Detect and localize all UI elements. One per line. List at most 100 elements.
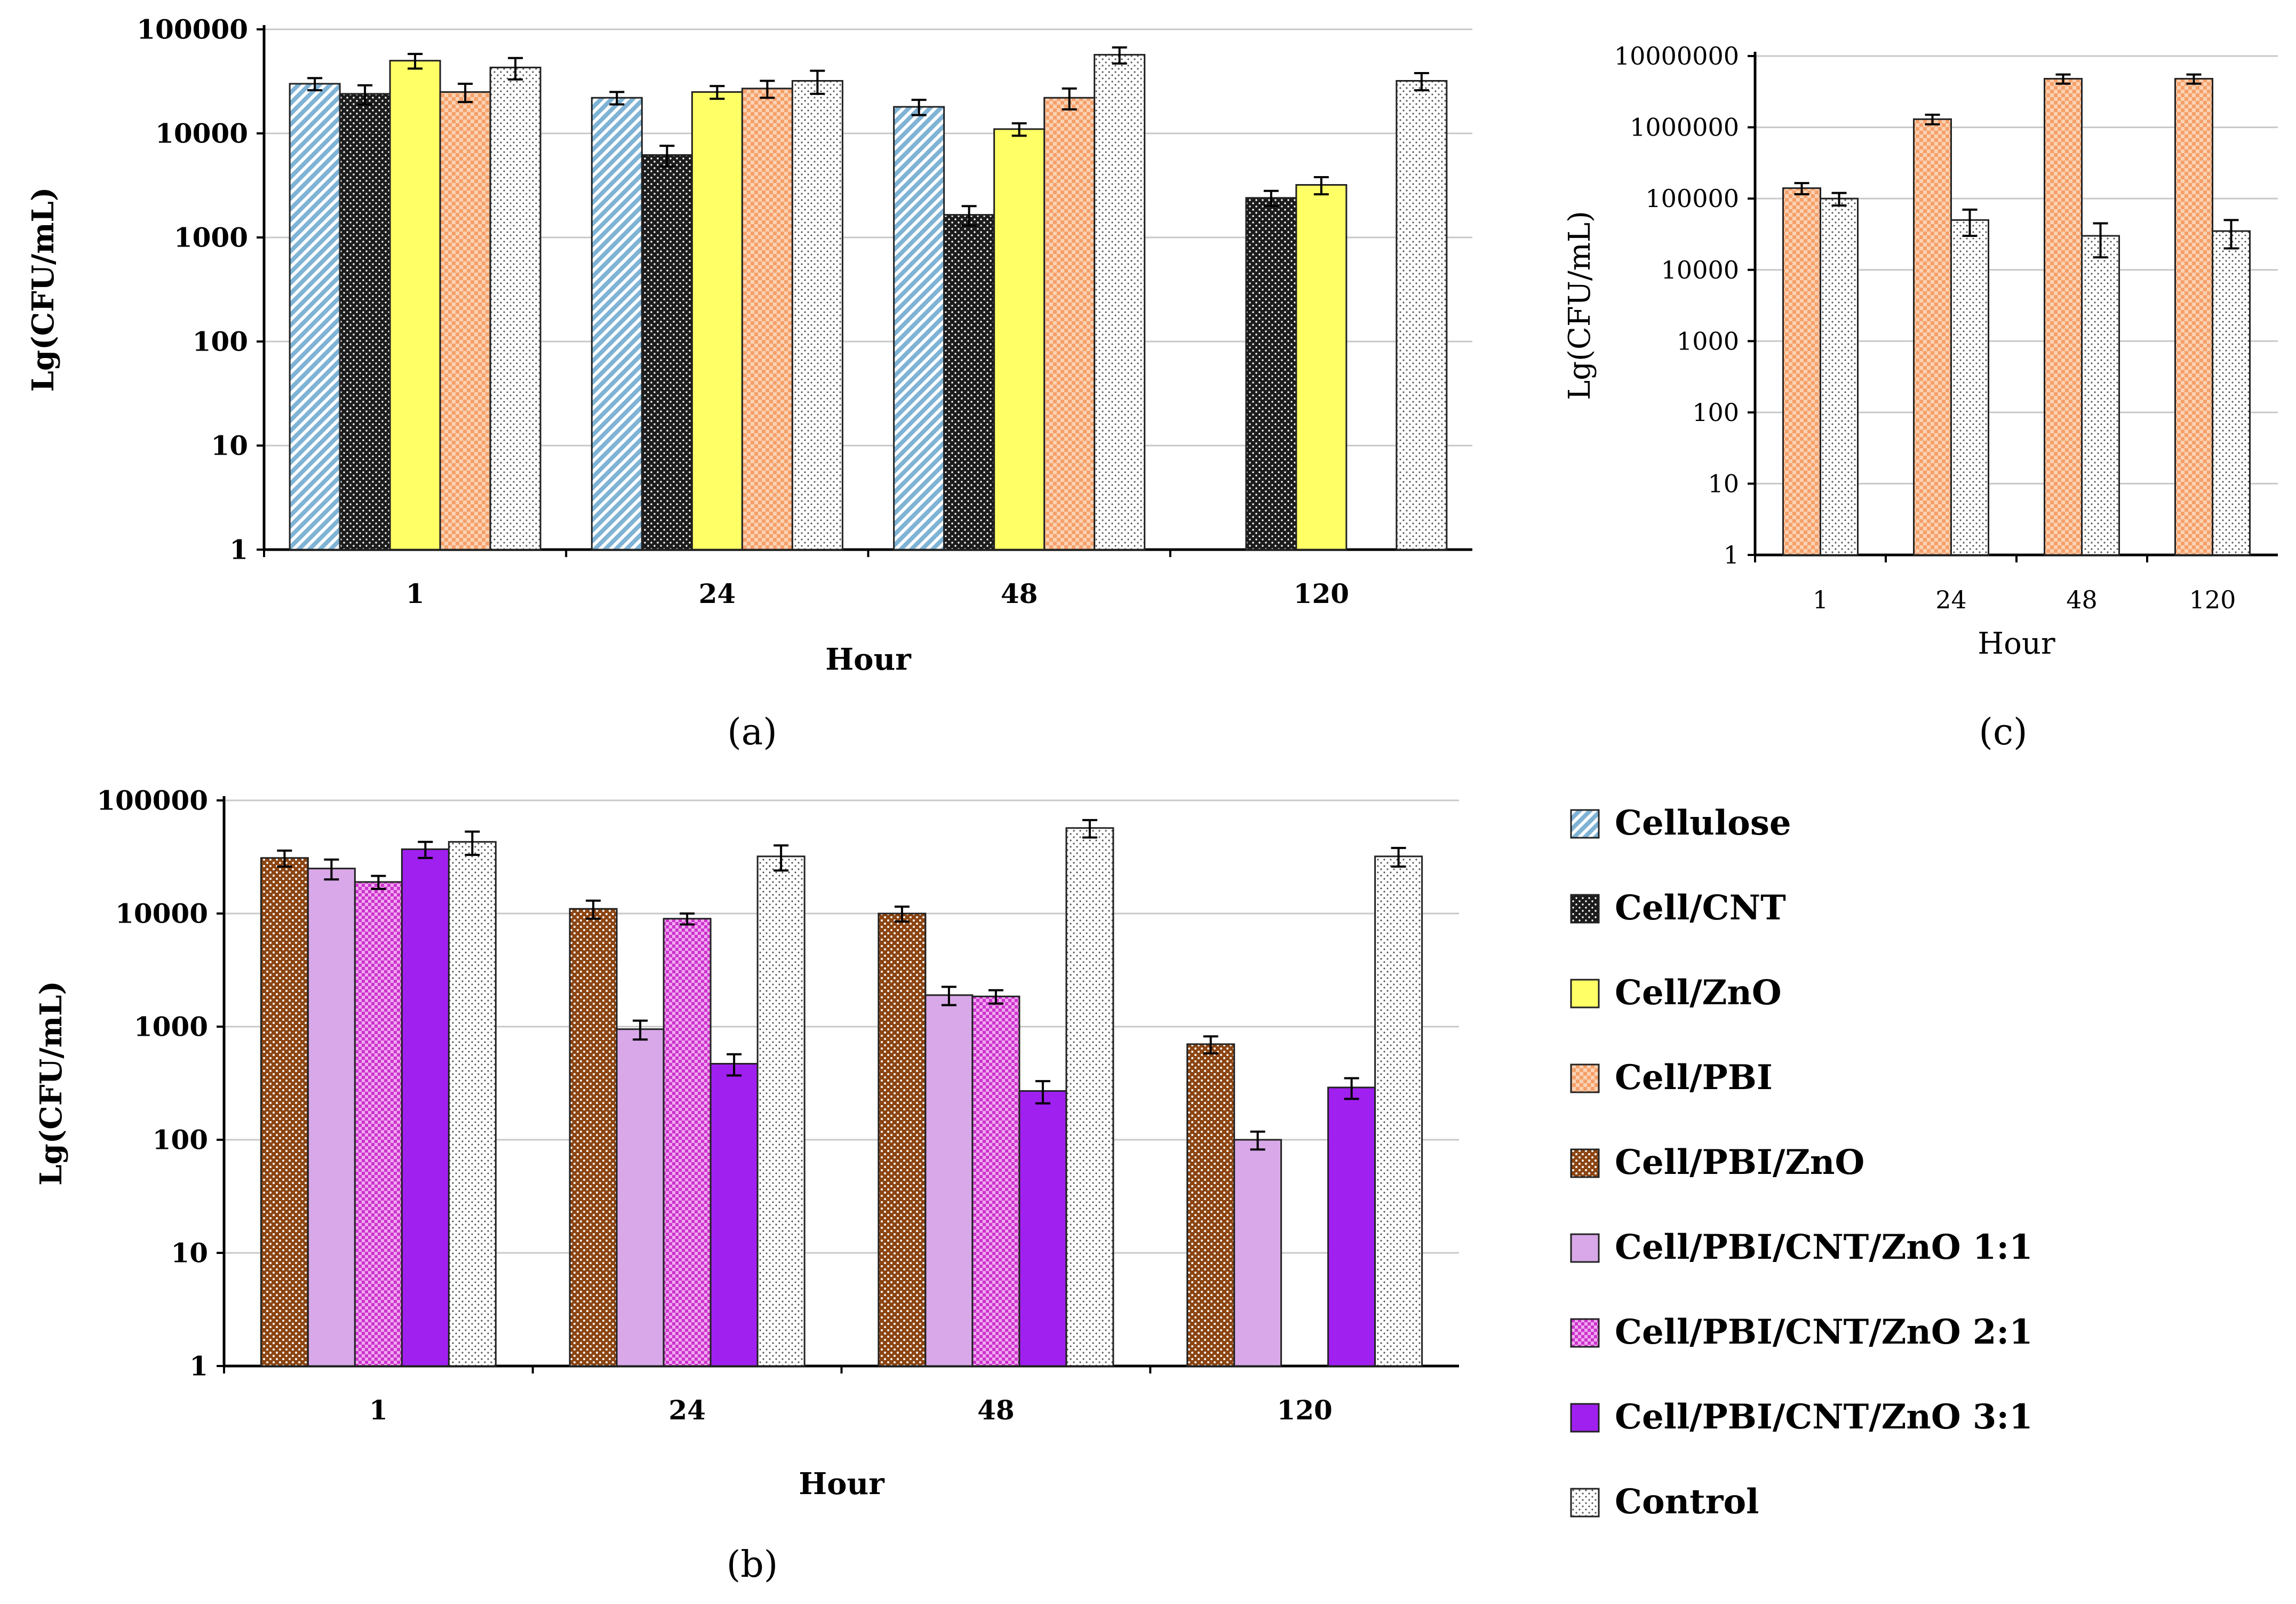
- panel-label: (a): [727, 711, 777, 753]
- x-tick-label: 120: [1277, 1394, 1332, 1426]
- x-tick-label: 120: [2189, 585, 2236, 614]
- x-tick-label: 48: [2066, 585, 2098, 614]
- y-tick-label: 1: [1724, 541, 1739, 569]
- y-tick-label: 100: [1692, 398, 1739, 427]
- x-tick-label: 120: [1294, 578, 1349, 609]
- legend-swatch-cell_pbi: [1570, 1063, 1600, 1093]
- panel-label: (b): [727, 1544, 778, 1586]
- y-tick-label: 100: [153, 1124, 208, 1156]
- y-tick-label: 100000: [137, 14, 248, 45]
- bar-cnt_zno_3_1: [401, 848, 450, 1367]
- bar-cell_cnt: [641, 154, 693, 551]
- y-tick-label: 1000: [134, 1011, 208, 1043]
- legend-swatch-cnt_zno_1_1: [1570, 1233, 1600, 1263]
- x-axis-title: Hour: [1978, 626, 2055, 661]
- bar-control: [1396, 80, 1448, 551]
- x-tick-label: 1: [406, 578, 425, 609]
- y-tick-label: 1: [189, 1351, 208, 1382]
- bar-cell_zno: [1295, 184, 1348, 551]
- y-axis-title: Lg(CFU/mL): [1562, 211, 1597, 400]
- legend-swatch-cell_zno: [1570, 979, 1600, 1009]
- bar-control: [1065, 827, 1114, 1367]
- y-tick-label: 10000000: [1614, 42, 1739, 70]
- bar-control: [1950, 219, 1989, 556]
- y-tick-label: 1: [229, 534, 248, 566]
- bar-cell_pbi_zno: [260, 857, 309, 1367]
- bar-cellulose: [893, 106, 945, 551]
- legend-label-cell_pbi: Cell/PBI: [1615, 1058, 1773, 1098]
- bar-control: [2212, 230, 2251, 556]
- legend-label-control: Control: [1615, 1482, 1759, 1522]
- y-tick-label: 100000: [1645, 184, 1739, 213]
- bar-control: [1820, 197, 1859, 556]
- legend-label-cnt_zno_1_1: Cell/PBI/CNT/ZnO 1:1: [1615, 1227, 2033, 1267]
- bar-cell_cnt: [1245, 197, 1297, 551]
- bar-cell_pbi: [1913, 118, 1952, 556]
- y-tick-label: 10: [211, 430, 248, 462]
- bar-control: [791, 80, 843, 551]
- legend-swatch-cell_pbi_zno: [1570, 1148, 1600, 1178]
- bar-cell_zno: [691, 91, 743, 551]
- bar-control: [1374, 855, 1423, 1367]
- bar-cell_pbi: [2174, 78, 2213, 556]
- bar-cnt_zno_1_1: [307, 868, 356, 1367]
- bar-cell_pbi: [1043, 97, 1096, 551]
- y-tick-label: 100: [193, 326, 248, 358]
- legend-swatch-cnt_zno_2_1: [1570, 1318, 1600, 1348]
- bar-cellulose: [591, 97, 643, 551]
- legend-swatch-cell_cnt: [1570, 894, 1600, 924]
- y-axis-title: Lg(CFU/mL): [26, 187, 61, 392]
- y-tick-label: 10000: [115, 898, 208, 930]
- chart-c: 1 10 100 1000 10000 100000 1000000 10000000 1 24 4…: [1562, 42, 2278, 753]
- y-tick-label: 10: [1708, 470, 1739, 498]
- y-tick-label: 1000: [1677, 327, 1739, 355]
- x-tick-label: 48: [1001, 578, 1038, 609]
- y-tick-label: 100000: [97, 785, 208, 816]
- legend-label-cell_pbi_zno: Cell/PBI/ZnO: [1615, 1142, 1864, 1182]
- bar-cnt_zno_2_1: [971, 995, 1021, 1367]
- legend-label-cell_cnt: Cell/CNT: [1615, 888, 1786, 928]
- bar-control: [756, 855, 806, 1367]
- bar-cnt_zno_1_1: [616, 1028, 665, 1367]
- x-axis-title: Hour: [799, 1466, 885, 1502]
- bar-cell_pbi: [2044, 78, 2083, 556]
- bar-cell_pbi: [1782, 187, 1821, 556]
- x-tick-label: 24: [1935, 585, 1967, 614]
- y-tick-label: 10000: [1661, 256, 1739, 284]
- legend-swatch-control: [1570, 1488, 1600, 1518]
- bar-cnt_zno_3_1: [1327, 1086, 1376, 1367]
- x-axis-title: Hour: [825, 642, 912, 677]
- chart-a: 1 10 100 1000 10000 100000 1 24 48 120 Hour Lg(CFU/…: [26, 14, 1472, 753]
- legend-label-cellulose: Cellulose: [1615, 803, 1791, 843]
- legend-label-cnt_zno_3_1: Cell/PBI/CNT/ZnO 3:1: [1615, 1397, 2033, 1437]
- bar-cell_pbi_zno: [569, 908, 618, 1367]
- y-tick-label: 10000: [155, 118, 248, 149]
- bar-cnt_zno_2_1: [354, 881, 403, 1367]
- x-tick-label: 1: [1813, 585, 1828, 614]
- legend-swatch-cnt_zno_3_1: [1570, 1403, 1600, 1433]
- bar-cnt_zno_2_1: [663, 918, 712, 1367]
- bar-cnt_zno_3_1: [709, 1063, 759, 1367]
- bar-control: [448, 841, 497, 1367]
- bar-cell_pbi_zno: [878, 912, 927, 1367]
- bar-cnt_zno_3_1: [1018, 1090, 1067, 1367]
- chart-b: 1 10 100 1000 10000 100000 1 24 48 120 Hour Lg(CFU/…: [34, 785, 1459, 1586]
- x-tick-label: 24: [668, 1394, 706, 1426]
- x-tick-label: 24: [699, 578, 736, 609]
- bar-cell_pbi_zno: [1186, 1043, 1235, 1367]
- y-tick-label: 1000000: [1630, 113, 1739, 142]
- x-tick-label: 48: [977, 1394, 1015, 1426]
- legend: Cellulose Cell/CNT Cell/ZnO Cell/PBI Cell/PB…: [1570, 803, 2033, 1522]
- panel-label: (c): [1979, 711, 2027, 753]
- bar-cnt_zno_1_1: [1233, 1139, 1282, 1367]
- x-tick-label: 1: [369, 1394, 388, 1426]
- bar-cell_cnt: [943, 214, 995, 551]
- bar-cell_cnt: [339, 93, 391, 551]
- y-tick-label: 1000: [174, 222, 248, 253]
- bar-cellulose: [289, 83, 341, 551]
- y-tick-label: 10: [171, 1237, 208, 1269]
- legend-label-cnt_zno_2_1: Cell/PBI/CNT/ZnO 2:1: [1615, 1312, 2033, 1352]
- bar-cell_zno: [993, 128, 1046, 551]
- bar-cell_zno: [389, 60, 441, 551]
